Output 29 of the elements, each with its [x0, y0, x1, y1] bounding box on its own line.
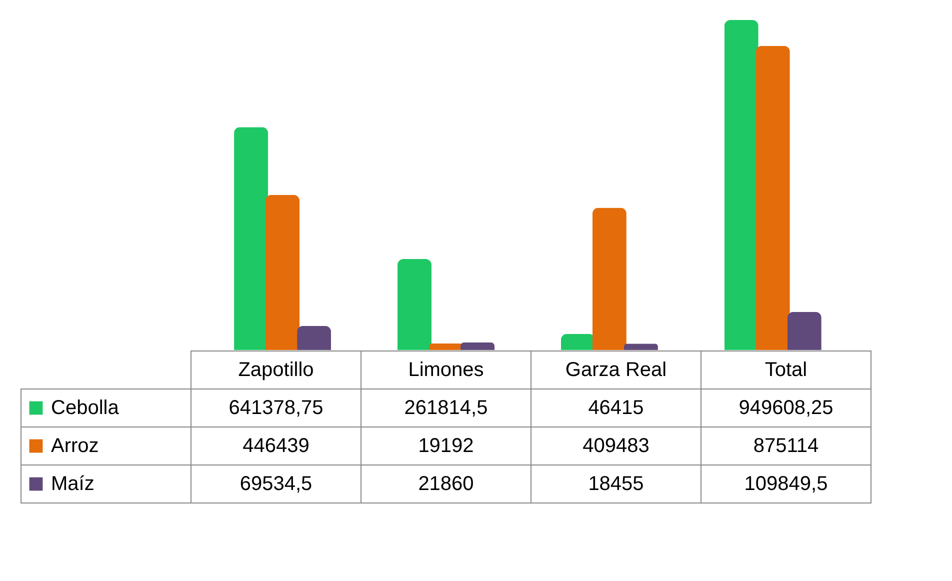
bar — [787, 312, 822, 350]
data-label: 18455 — [588, 473, 644, 495]
data-label: 109849,5 — [744, 473, 828, 495]
legend-label: Cebolla — [51, 397, 120, 419]
bar — [624, 344, 658, 350]
data-label: 446439 — [242, 435, 310, 457]
bar — [460, 342, 495, 350]
data-label: 261814,5 — [404, 397, 488, 419]
data-label: 875114 — [753, 435, 819, 457]
data-label: 641378,75 — [228, 397, 324, 419]
bar — [234, 127, 268, 350]
x-tick-label: Garza Real — [565, 359, 667, 381]
legend-label: Arroz — [51, 435, 99, 457]
bar — [756, 46, 790, 350]
data-label: 409483 — [582, 435, 650, 457]
data-label: 19192 — [418, 435, 474, 457]
x-tick-label: Total — [764, 359, 808, 381]
legend-label: Maíz — [51, 473, 94, 495]
bar — [397, 259, 432, 350]
data-label: 21860 — [418, 473, 474, 495]
bar — [297, 326, 332, 350]
data-label: 69534,5 — [240, 473, 312, 495]
data-label: 46415 — [588, 397, 644, 419]
x-tick-label: Limones — [408, 359, 484, 381]
bar — [592, 208, 626, 350]
x-tick-label: Zapotillo — [238, 359, 314, 381]
bar — [724, 20, 758, 350]
bar — [266, 194, 300, 350]
data-label: 949608,25 — [738, 397, 834, 419]
